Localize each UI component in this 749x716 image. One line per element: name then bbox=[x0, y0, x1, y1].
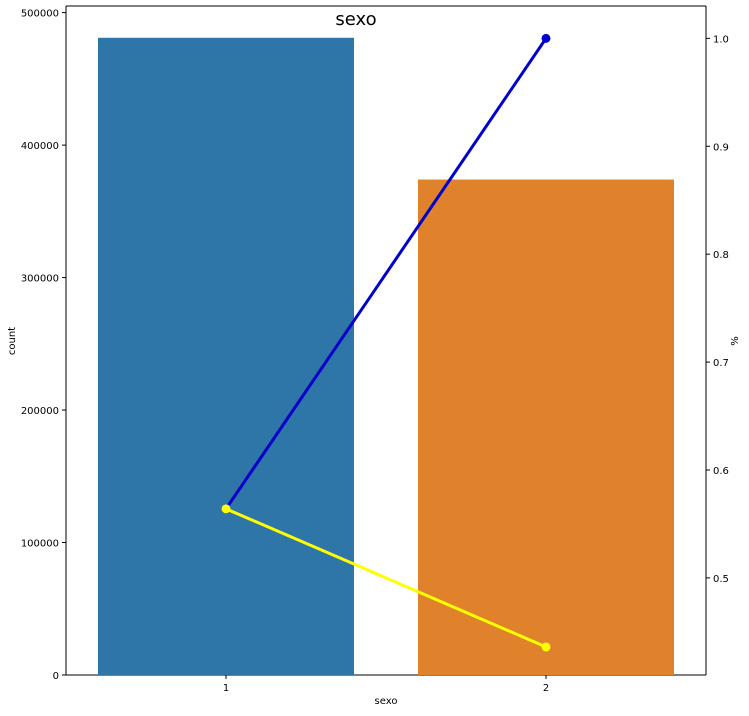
bar-category-2 bbox=[418, 179, 674, 675]
x-axis-label: sexo bbox=[375, 696, 398, 707]
y2-tick-label: 0.8 bbox=[713, 250, 729, 261]
secondary-y-axis-label: % bbox=[730, 336, 741, 346]
y-tick-label: 0 bbox=[53, 671, 59, 682]
y-tick-label: 100000 bbox=[21, 539, 59, 550]
bar-category-1 bbox=[98, 37, 354, 675]
bars-layer bbox=[98, 37, 674, 675]
line-series-2-point-1 bbox=[221, 504, 231, 514]
y2-tick-label: 0.6 bbox=[713, 466, 729, 477]
chart-title: sexo bbox=[335, 9, 376, 30]
labels-layer: sexo sexo count % bbox=[7, 9, 741, 707]
y2-tick-label: 0.5 bbox=[713, 574, 729, 585]
line-series-2 bbox=[225, 507, 547, 649]
lines-layer bbox=[221, 33, 551, 652]
line-series-1-point-2 bbox=[541, 33, 551, 43]
y2-tick-label: 0.9 bbox=[713, 142, 729, 153]
y-axis-label: count bbox=[7, 327, 18, 355]
y2-tick-label: 1.0 bbox=[713, 34, 729, 45]
y-tick-label: 300000 bbox=[21, 274, 59, 285]
y2-tick-label: 0.7 bbox=[713, 358, 729, 369]
line-series-2-point-2 bbox=[541, 642, 551, 652]
y-tick-label: 200000 bbox=[21, 406, 59, 417]
line-series-1 bbox=[224, 37, 548, 510]
y-tick-label: 500000 bbox=[21, 9, 59, 20]
y-tick-label: 400000 bbox=[21, 141, 59, 152]
x-tick-label: 2 bbox=[543, 683, 549, 694]
x-tick-label: 1 bbox=[223, 683, 229, 694]
